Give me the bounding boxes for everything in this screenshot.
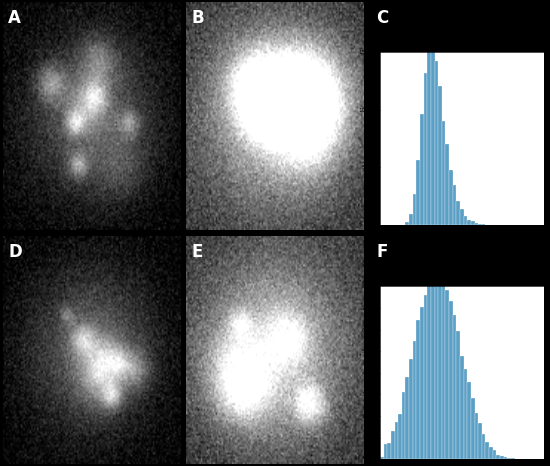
Text: F: F (376, 243, 388, 261)
Text: C: C (376, 9, 389, 27)
Text: E: E (191, 243, 203, 261)
Text: D: D (8, 243, 22, 261)
Text: B: B (191, 9, 204, 27)
Text: A: A (8, 9, 21, 27)
